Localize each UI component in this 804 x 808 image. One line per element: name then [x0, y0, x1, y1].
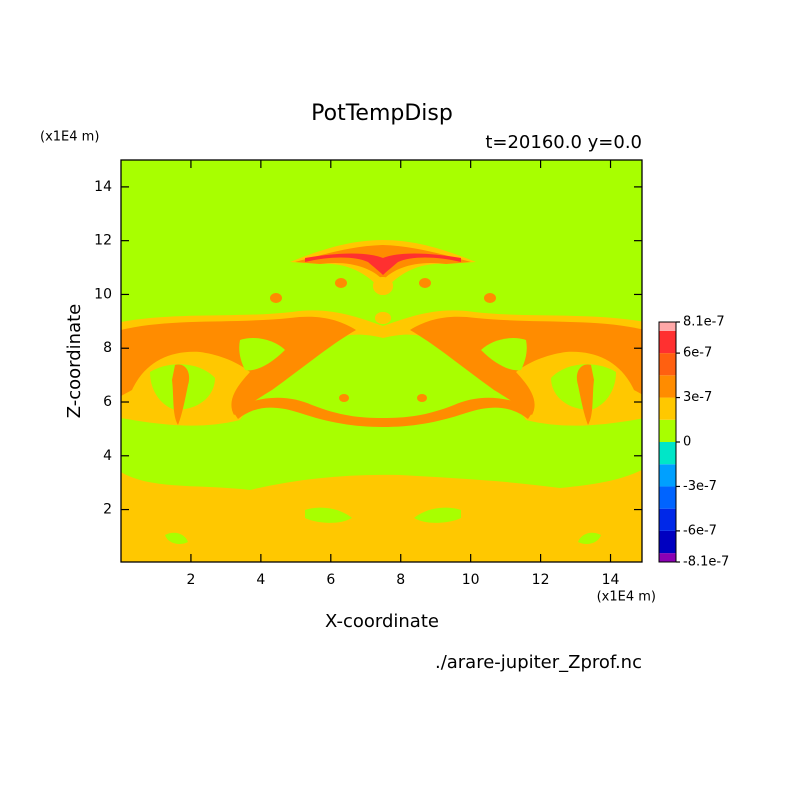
plot-frame	[120, 159, 643, 563]
colorbar: 8.1e-7 6e-7 3e-7 0 -3e-7 -6e-7 -8.1e-7	[658, 315, 729, 570]
y-axis-label: Z-coordinate	[64, 304, 85, 419]
y-tick-label: 14	[94, 179, 112, 195]
colorbar-band	[659, 530, 676, 554]
colorbar-tick-label: 8.1e-7	[683, 315, 725, 330]
contour-region	[121, 316, 356, 415]
x-axis-label: X-coordinate	[325, 611, 439, 632]
colorbar-tick-label: -3e-7	[683, 479, 717, 494]
x-tick-label: 2	[186, 572, 195, 588]
contour-half	[373, 240, 642, 544]
axes: 2 4 6 8 10 12 14 2 4 6 8 10 12 14	[94, 160, 642, 588]
contour-region	[484, 293, 496, 303]
y-tick-label: 12	[94, 233, 112, 249]
x-tick-label: 10	[462, 572, 480, 588]
contour-region	[383, 397, 534, 427]
contour-region	[576, 364, 594, 425]
x-tick-label: 6	[326, 572, 335, 588]
contour-region	[270, 293, 282, 303]
y-tick-label: 10	[94, 286, 112, 302]
contour-region	[339, 394, 349, 402]
x-tick-label: 8	[396, 572, 405, 588]
chart-subtitle: t=20160.0 y=0.0	[485, 132, 642, 153]
contour-region	[295, 245, 383, 280]
contour-region	[239, 338, 285, 371]
y-tick-label: 4	[103, 448, 112, 464]
source-file: ./arare-jupiter_Zprof.nc	[435, 652, 642, 673]
contour-region	[417, 394, 427, 402]
colorbar-band	[659, 486, 676, 509]
colorbar-tick-label: -8.1e-7	[683, 555, 729, 570]
contour-region	[165, 532, 188, 544]
colorbar-band	[659, 375, 676, 398]
contour-region	[232, 397, 383, 427]
colorbar-band	[659, 353, 676, 376]
x-unit: (x1E4 m)	[597, 590, 656, 605]
contour-region	[578, 532, 601, 544]
contour-region	[121, 470, 642, 562]
contour-region	[383, 253, 461, 275]
x-tick-label: 12	[532, 572, 550, 588]
contour-region	[419, 278, 431, 288]
colorbar-band	[659, 419, 676, 442]
contour-region	[305, 253, 383, 275]
colorbar-band	[659, 330, 676, 354]
x-tick-label: 4	[256, 572, 265, 588]
colorbar-tick-label: 6e-7	[683, 346, 712, 361]
y-tick-label: 8	[103, 340, 112, 356]
chart-title: PotTempDisp	[311, 101, 453, 126]
contour-region	[375, 312, 391, 324]
y-tick-label: 2	[103, 502, 112, 518]
contour-region	[410, 316, 642, 415]
colorbar-band	[659, 397, 676, 420]
colorbar-band	[659, 508, 676, 531]
contour-region	[373, 277, 393, 295]
contour-region	[172, 364, 190, 425]
contour-region	[481, 338, 527, 371]
colorbar-band	[659, 464, 676, 487]
colorbar-tick-label: 3e-7	[683, 390, 712, 405]
x-tick-label: 14	[602, 572, 620, 588]
y-tick-label: 6	[103, 394, 112, 410]
colorbar-band	[659, 553, 676, 562]
colorbar-band	[659, 322, 676, 331]
colorbar-tick-label: -6e-7	[683, 523, 717, 538]
colorbar-band	[659, 442, 676, 465]
colorbar-tick-label: 0	[683, 435, 691, 450]
contour-half	[121, 240, 393, 544]
contour-field	[121, 160, 642, 562]
contour-region	[335, 278, 347, 288]
y-unit: (x1E4 m)	[40, 130, 99, 145]
contour-region	[383, 245, 471, 280]
contour-region	[414, 507, 461, 523]
contour-region	[305, 507, 352, 523]
